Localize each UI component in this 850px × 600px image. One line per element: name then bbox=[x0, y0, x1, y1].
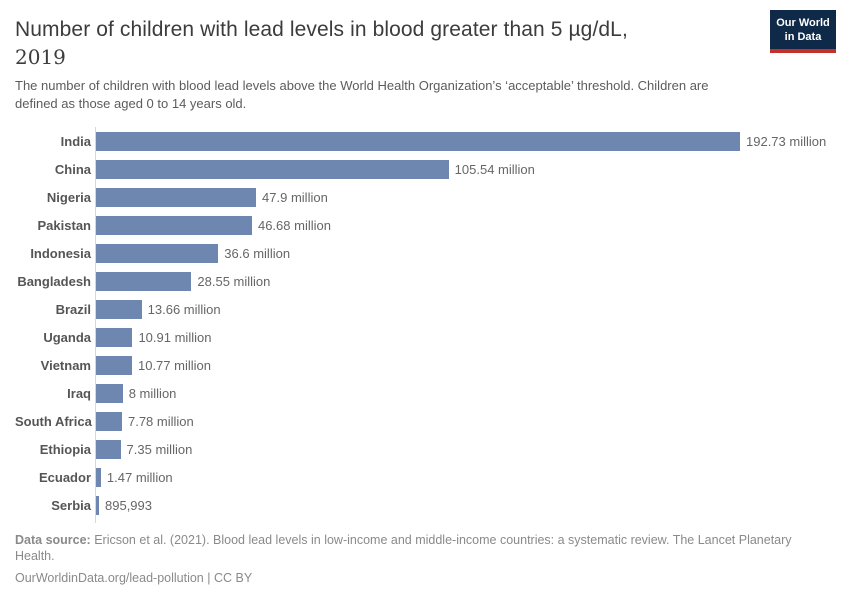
chart-title-year: 2019 bbox=[15, 45, 66, 69]
bar-track: 13.66 million bbox=[96, 299, 221, 319]
bar-vietnam[interactable] bbox=[96, 355, 132, 375]
data-source-label: Data source: bbox=[15, 533, 91, 547]
chart-row: Bangladesh 28.55 million bbox=[15, 267, 850, 295]
bar-track: 1.47 million bbox=[96, 467, 173, 487]
chart-row: China 105.54 million bbox=[15, 155, 850, 183]
value-label-india: 192.73 million bbox=[746, 133, 827, 149]
bar-brazil[interactable] bbox=[96, 299, 142, 319]
country-label-south-africa: South Africa bbox=[15, 413, 92, 429]
chart-row: Indonesia 36.6 million bbox=[15, 239, 850, 267]
country-label-nigeria: Nigeria bbox=[46, 189, 91, 205]
value-label-vietnam: 10.77 million bbox=[137, 357, 211, 373]
country-label-iraq: Iraq bbox=[67, 385, 91, 401]
country-label-china: China bbox=[54, 161, 91, 177]
value-label-nigeria: 47.9 million bbox=[262, 189, 328, 205]
country-label-ecuador: Ecuador bbox=[38, 469, 91, 485]
country-label-ethiopia: Ethiopia bbox=[39, 441, 91, 457]
country-label-bangladesh: Bangladesh bbox=[17, 273, 91, 289]
country-label-uganda: Uganda bbox=[43, 329, 91, 345]
bar-track: 28.55 million bbox=[96, 271, 271, 291]
value-label-brazil: 13.66 million bbox=[147, 301, 221, 317]
data-source-text: Ericson et al. (2021). Blood lead levels… bbox=[15, 533, 792, 563]
value-label-uganda: 10.91 million bbox=[138, 329, 212, 345]
bar-track: 895,993 bbox=[96, 495, 152, 515]
value-label-indonesia: 36.6 million bbox=[224, 245, 291, 261]
bar-iraq[interactable] bbox=[96, 383, 123, 403]
value-label-serbia: 895,993 bbox=[105, 497, 152, 513]
data-source-note: Data source: Ericson et al. (2021). Bloo… bbox=[15, 532, 827, 564]
value-label-iraq: 8 million bbox=[128, 385, 177, 401]
license-link[interactable]: OurWorldinData.org/lead-pollution | CC B… bbox=[15, 571, 253, 585]
y-axis-line bbox=[95, 127, 96, 523]
bar-indonesia[interactable] bbox=[96, 243, 219, 263]
chart-row: Iraq 8 million bbox=[15, 379, 850, 407]
bar-ethiopia[interactable] bbox=[96, 439, 121, 459]
country-label-vietnam: Vietnam bbox=[40, 357, 91, 373]
bar-china[interactable] bbox=[96, 159, 449, 179]
bar-track: 7.35 million bbox=[96, 439, 193, 459]
chart-footer: Data source: Ericson et al. (2021). Bloo… bbox=[15, 532, 835, 586]
bar-india[interactable] bbox=[96, 131, 740, 151]
chart-row: Pakistan 46.68 million bbox=[15, 211, 850, 239]
owid-logo-line1: Our World bbox=[776, 17, 830, 29]
value-label-pakistan: 46.68 million bbox=[257, 217, 331, 233]
country-label-serbia: Serbia bbox=[51, 497, 91, 513]
bar-track: 8 million bbox=[96, 383, 177, 403]
chart-row: Vietnam 10.77 million bbox=[15, 351, 850, 379]
chart-title: Number of children with lead levels in b… bbox=[15, 18, 628, 41]
chart-row: Brazil 13.66 million bbox=[15, 295, 850, 323]
country-label-india: India bbox=[60, 133, 91, 149]
value-label-bangladesh: 28.55 million bbox=[197, 273, 271, 289]
country-label-pakistan: Pakistan bbox=[37, 217, 91, 233]
value-label-ethiopia: 7.35 million bbox=[126, 441, 193, 457]
chart-rows: India 192.73 million China 105.54 million Ni… bbox=[15, 127, 850, 519]
country-label-brazil: Brazil bbox=[55, 301, 91, 317]
chart-row: Serbia 895,993 bbox=[15, 491, 850, 519]
chart-row: Nigeria 47.9 million bbox=[15, 183, 850, 211]
chart-row: Ecuador 1.47 million bbox=[15, 463, 850, 491]
bar-track: 105.54 million bbox=[96, 159, 535, 179]
value-label-ecuador: 1.47 million bbox=[106, 469, 173, 485]
bar-nigeria[interactable] bbox=[96, 187, 257, 207]
chart-subtitle: The number of children with blood lead l… bbox=[15, 78, 709, 111]
chart-row: Ethiopia 7.35 million bbox=[15, 435, 850, 463]
chart-row: India 192.73 million bbox=[15, 127, 850, 155]
bar-ecuador[interactable] bbox=[96, 467, 101, 487]
owid-logo[interactable]: Our World in Data bbox=[770, 10, 836, 53]
bar-track: 10.91 million bbox=[96, 327, 212, 347]
country-label-indonesia: Indonesia bbox=[30, 245, 91, 261]
owid-logo-line2: in Data bbox=[784, 31, 822, 43]
value-label-south-africa: 7.78 million bbox=[127, 413, 194, 429]
chart-header: Number of children with lead levels in b… bbox=[0, 0, 850, 113]
bar-uganda[interactable] bbox=[96, 327, 133, 347]
bar-south-africa[interactable] bbox=[96, 411, 122, 431]
bar-bangladesh[interactable] bbox=[96, 271, 192, 291]
bar-serbia[interactable] bbox=[96, 495, 99, 515]
bar-track: 192.73 million bbox=[96, 131, 827, 151]
chart-row: South Africa 7.78 million bbox=[15, 407, 850, 435]
bar-track: 36.6 million bbox=[96, 243, 291, 263]
bar-track: 10.77 million bbox=[96, 355, 211, 375]
bar-track: 7.78 million bbox=[96, 411, 194, 431]
bar-track: 47.9 million bbox=[96, 187, 328, 207]
bar-track: 46.68 million bbox=[96, 215, 331, 235]
bar-pakistan[interactable] bbox=[96, 215, 252, 235]
chart-row: Uganda 10.91 million bbox=[15, 323, 850, 351]
value-label-china: 105.54 million bbox=[454, 161, 535, 177]
bar-chart: India 192.73 million China 105.54 million Ni… bbox=[0, 127, 850, 523]
